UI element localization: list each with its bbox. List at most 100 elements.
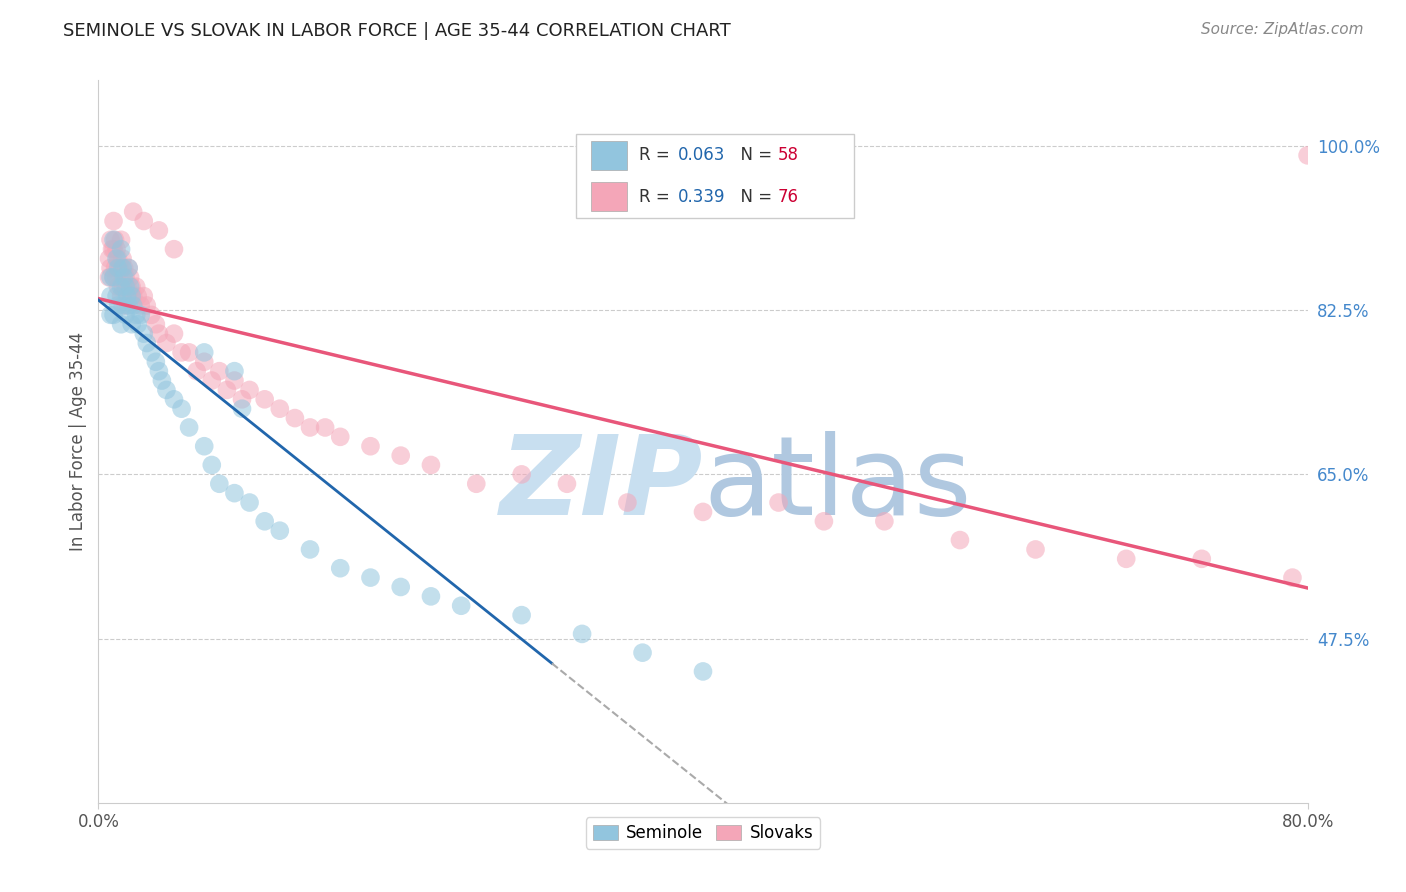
Point [103, 242, 125, 256]
Point [329, 430, 352, 444]
Point [103, 233, 125, 247]
Point [132, 289, 155, 303]
Point [186, 364, 208, 378]
Point [111, 260, 134, 275]
Point [107, 298, 129, 312]
Text: R =: R = [638, 188, 675, 206]
Point [163, 242, 186, 256]
Point [115, 289, 138, 303]
Point [110, 289, 132, 303]
Text: N =: N = [730, 146, 778, 164]
Text: 58: 58 [778, 146, 799, 164]
Point [389, 449, 412, 463]
Point [114, 298, 136, 312]
Point [555, 476, 578, 491]
Point [813, 514, 835, 528]
Point [465, 476, 488, 491]
Point [179, 420, 201, 434]
Point [121, 279, 143, 293]
Point [360, 571, 382, 585]
Point [155, 383, 177, 397]
Point [284, 411, 307, 425]
Point [120, 279, 142, 293]
Point [103, 308, 125, 322]
Point [141, 308, 163, 322]
Text: 0.063: 0.063 [678, 146, 725, 164]
Point [103, 214, 125, 228]
Point [360, 439, 382, 453]
Point [121, 318, 143, 332]
Point [239, 495, 262, 509]
Text: atlas: atlas [703, 432, 972, 539]
Point [118, 289, 141, 303]
Point [118, 298, 141, 312]
Point [110, 233, 132, 247]
Point [107, 252, 129, 266]
Point [420, 458, 443, 472]
Point [105, 289, 128, 303]
Text: N =: N = [730, 188, 778, 206]
Point [122, 204, 145, 219]
Point [108, 260, 131, 275]
Point [98, 270, 121, 285]
Point [208, 364, 231, 378]
Point [100, 270, 122, 285]
Point [224, 364, 246, 378]
Point [215, 383, 238, 397]
Point [120, 270, 142, 285]
Point [104, 260, 127, 275]
Point [112, 260, 135, 275]
Point [299, 420, 322, 434]
Point [145, 318, 167, 332]
Point [145, 355, 167, 369]
Point [253, 392, 276, 407]
Point [148, 223, 170, 237]
Point [155, 336, 177, 351]
Text: 0.339: 0.339 [678, 188, 725, 206]
Point [329, 561, 352, 575]
Bar [591, 182, 627, 211]
FancyBboxPatch shape [576, 135, 855, 218]
Point [873, 514, 896, 528]
Point [150, 374, 173, 388]
Point [193, 345, 215, 359]
Point [135, 298, 157, 312]
Point [179, 345, 201, 359]
Point [110, 242, 132, 256]
Point [510, 467, 533, 482]
Point [105, 270, 128, 285]
Point [132, 326, 155, 341]
Point [148, 326, 170, 341]
Point [616, 495, 638, 509]
Text: SEMINOLE VS SLOVAK IN LABOR FORCE | AGE 35-44 CORRELATION CHART: SEMINOLE VS SLOVAK IN LABOR FORCE | AGE … [63, 22, 731, 40]
Point [141, 345, 163, 359]
Point [1281, 571, 1303, 585]
Point [231, 392, 253, 407]
Point [692, 665, 714, 679]
Point [510, 608, 533, 623]
Point [631, 646, 654, 660]
Point [269, 401, 291, 416]
Point [121, 289, 143, 303]
Point [193, 355, 215, 369]
Y-axis label: In Labor Force | Age 35-44: In Labor Force | Age 35-44 [69, 332, 87, 551]
Point [110, 260, 132, 275]
Point [104, 233, 127, 247]
Point [224, 374, 246, 388]
Point [231, 401, 253, 416]
Point [127, 318, 149, 332]
Point [314, 420, 336, 434]
Point [1115, 551, 1137, 566]
Bar [591, 141, 627, 169]
Point [105, 252, 128, 266]
Point [118, 260, 141, 275]
Text: Source: ZipAtlas.com: Source: ZipAtlas.com [1201, 22, 1364, 37]
Point [118, 260, 141, 275]
Point [201, 458, 224, 472]
Point [420, 590, 443, 604]
Point [692, 505, 714, 519]
Point [111, 252, 134, 266]
Point [1024, 542, 1046, 557]
Point [98, 252, 121, 266]
Point [100, 260, 122, 275]
